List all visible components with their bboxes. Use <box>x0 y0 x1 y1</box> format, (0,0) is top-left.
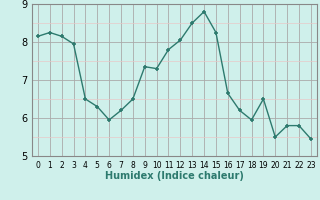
X-axis label: Humidex (Indice chaleur): Humidex (Indice chaleur) <box>105 171 244 181</box>
